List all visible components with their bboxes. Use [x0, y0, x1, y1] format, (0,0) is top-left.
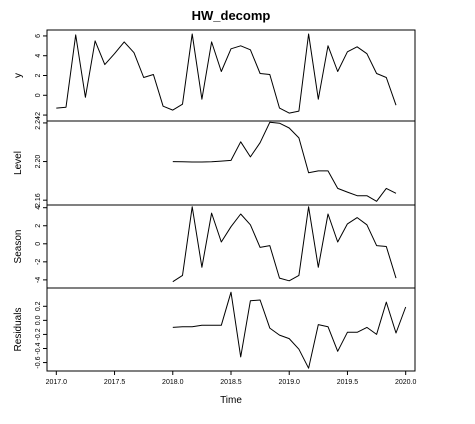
x-tick-label: 2017.0	[46, 379, 68, 386]
y-tick-label-residuals: -0.2	[35, 328, 42, 340]
y-axis-label-level: Level	[13, 151, 24, 175]
y-tick-label-level: 2.16	[35, 193, 42, 207]
series-line-residuals	[172, 291, 407, 369]
x-tick-label: 2018.5	[220, 379, 242, 386]
y-axis-label-residuals: Residuals	[13, 308, 24, 352]
y-axis-label-season: Season	[13, 230, 24, 264]
y-tick-label-residuals: -0.6	[35, 356, 42, 368]
series-line-y	[56, 33, 397, 114]
panels-group: -2 0 2 4 6 y 2.16 2.20 2.24 Level -4 -2 0 2 4 Season -0.…	[13, 29, 416, 372]
y-tick-label-y: -2	[35, 112, 42, 118]
panel-frame-residuals	[46, 287, 416, 372]
y-tick-label-y: 0	[35, 93, 42, 97]
y-tick-label-y: 6	[35, 34, 42, 38]
x-tick-label: 2019.5	[337, 379, 359, 386]
chart-title: HW_decomp	[192, 8, 271, 23]
y-tick-label-y: 2	[35, 73, 42, 77]
x-axis-label: Time	[220, 395, 242, 406]
y-tick-label-residuals: 0.2	[35, 301, 42, 311]
x-tick-label: 2019.0	[279, 379, 301, 386]
series-line-level	[172, 121, 397, 202]
panel-frame-y	[46, 29, 416, 122]
panel-season: -4 -2 0 2 4 Season	[13, 204, 416, 289]
y-tick-label-season: 0	[35, 242, 42, 246]
y-axis-label-y: y	[13, 73, 24, 78]
panel-frame-season	[46, 204, 416, 289]
y-tick-label-season: 2	[35, 224, 42, 228]
x-axis: 2017.0 2017.5 2018.0 2018.5 2019.0 2019.5 2020…	[46, 371, 417, 386]
y-tick-label-season: -4	[35, 277, 42, 283]
panel-residuals: -0.6 -0.4 -0.2 0.0 0.2 Residuals	[13, 287, 416, 372]
panel-frame-level	[46, 120, 416, 206]
x-tick-label: 2017.5	[104, 379, 126, 386]
y-tick-label-season: 4	[35, 206, 42, 210]
panel-level: 2.16 2.20 2.24 Level	[13, 116, 416, 207]
y-tick-label-residuals: 0.0	[35, 315, 42, 325]
y-tick-label-level: 2.20	[35, 155, 42, 169]
series-line-season	[172, 206, 397, 283]
y-tick-label-season: -2	[35, 259, 42, 265]
y-tick-label-residuals: -0.4	[35, 342, 42, 354]
x-tick-label: 2018.0	[162, 379, 184, 386]
x-tick-label: 2020.0	[395, 379, 417, 386]
y-tick-label-y: 4	[35, 54, 42, 58]
panel-y: -2 0 2 4 6 y	[13, 29, 416, 122]
y-tick-label-level: 2.24	[35, 116, 42, 130]
